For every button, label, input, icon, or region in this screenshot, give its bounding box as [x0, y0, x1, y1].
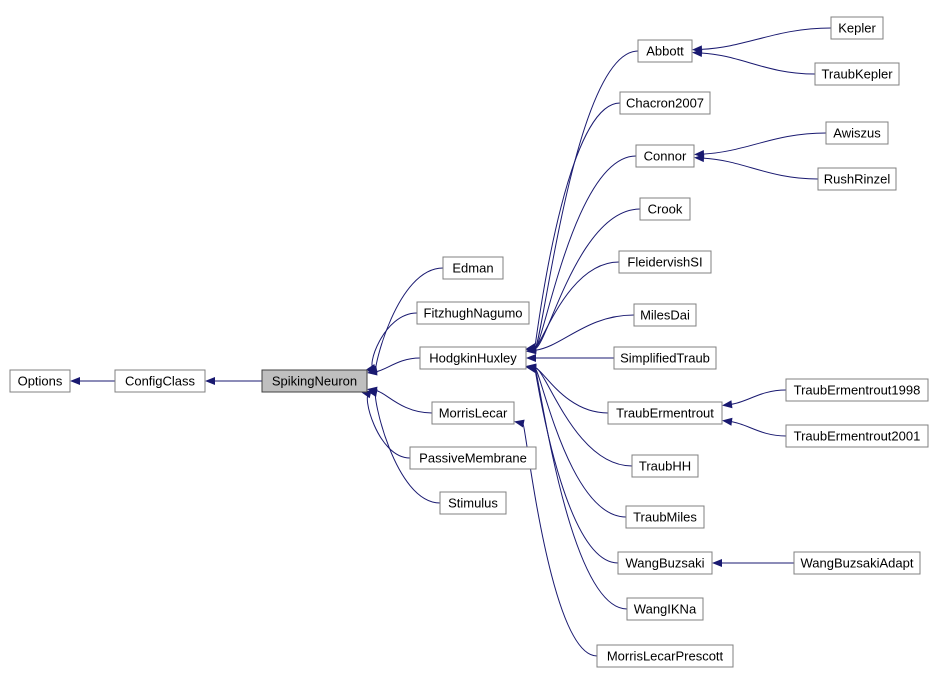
inheritance-edge: [367, 394, 410, 458]
node-label: Chacron2007: [626, 95, 704, 110]
inheritance-graph: Options ConfigClass SpikingNeuron Edman Fitz…: [0, 0, 936, 683]
inheritance-edge: [535, 369, 618, 563]
node-label: TraubErmentrout1998: [794, 382, 921, 397]
arrowhead: [205, 377, 215, 385]
node-label: Awiszus: [833, 125, 881, 140]
node-label: MorrisLecar: [439, 405, 508, 420]
node-label: ConfigClass: [125, 373, 196, 388]
node-morrislecar[interactable]: MorrisLecar: [432, 402, 514, 424]
node-kepler[interactable]: Kepler: [831, 17, 883, 39]
inheritance-edge: [376, 358, 420, 372]
node-label: Options: [18, 373, 63, 388]
node-label: FleidervishSI: [627, 254, 702, 269]
node-label: Abbott: [646, 43, 684, 58]
node-label: Kepler: [838, 20, 876, 35]
inheritance-edge: [535, 368, 626, 517]
node-label: RushRinzel: [824, 171, 891, 186]
inheritance-edge: [535, 262, 619, 348]
node-label: MilesDai: [640, 307, 690, 322]
node-chacron2007[interactable]: Chacron2007: [620, 92, 710, 114]
node-traubkepler[interactable]: TraubKepler: [815, 63, 899, 85]
inheritance-edge: [701, 28, 831, 49]
node-traubermentrout1998[interactable]: TraubErmentrout1998: [786, 379, 928, 401]
inheritance-edge: [376, 390, 432, 413]
node-wangbuzsakiadapt[interactable]: WangBuzsakiAdapt: [794, 552, 920, 574]
node-milesdai[interactable]: MilesDai: [634, 304, 696, 326]
node-label: Stimulus: [448, 495, 498, 510]
node-crook[interactable]: Crook: [640, 198, 690, 220]
arrowhead: [712, 559, 722, 567]
node-label: WangBuzsakiAdapt: [801, 555, 914, 570]
node-awiszus[interactable]: Awiszus: [826, 122, 888, 144]
nodes-layer: Options ConfigClass SpikingNeuron Edman Fitz…: [10, 17, 928, 667]
node-traubermentrout[interactable]: TraubErmentrout: [608, 402, 722, 424]
node-wangbuzsaki[interactable]: WangBuzsaki: [618, 552, 712, 574]
node-label: TraubHH: [639, 458, 691, 473]
inheritance-edge: [535, 368, 608, 413]
inheritance-edge: [703, 158, 818, 179]
node-label: PassiveMembrane: [419, 450, 527, 465]
node-label: WangIKNa: [634, 601, 697, 616]
node-label: Connor: [644, 148, 687, 163]
inheritance-edge: [535, 209, 640, 349]
node-wangikna[interactable]: WangIKNa: [627, 598, 703, 620]
node-label: Crook: [648, 201, 683, 216]
node-label: MorrisLecarPrescott: [607, 648, 724, 663]
node-traubmiles[interactable]: TraubMiles: [626, 506, 704, 528]
arrowhead: [514, 420, 525, 428]
node-abbott[interactable]: Abbott: [638, 40, 692, 62]
node-edman[interactable]: Edman: [443, 257, 503, 279]
arrowhead: [526, 354, 536, 362]
arrowhead: [722, 400, 732, 408]
node-label: TraubKepler: [821, 66, 893, 81]
node-configclass[interactable]: ConfigClass: [115, 370, 205, 392]
node-rushrinzel[interactable]: RushRinzel: [818, 168, 896, 190]
node-hodgkinhuxley[interactable]: HodgkinHuxley: [420, 347, 526, 369]
inheritance-edge: [731, 422, 786, 436]
node-traubermentrout2001[interactable]: TraubErmentrout2001: [786, 425, 928, 447]
node-simplifiedtraub[interactable]: SimplifiedTraub: [614, 347, 716, 369]
inheritance-edge: [703, 133, 826, 154]
node-fleidervishsi[interactable]: FleidervishSI: [619, 251, 711, 273]
node-label: SpikingNeuron: [272, 373, 357, 388]
node-label: WangBuzsaki: [626, 555, 705, 570]
node-label: HodgkinHuxley: [429, 350, 517, 365]
node-fitzhughnagumo[interactable]: FitzhughNagumo: [417, 302, 529, 324]
node-label: FitzhughNagumo: [424, 305, 523, 320]
arrowhead: [70, 377, 80, 385]
node-traubhh[interactable]: TraubHH: [632, 455, 698, 477]
node-spikingneuron[interactable]: SpikingNeuron: [262, 370, 367, 392]
node-morrislecarprescott[interactable]: MorrisLecarPrescott: [597, 645, 733, 667]
node-label: TraubErmentrout: [616, 405, 714, 420]
node-options[interactable]: Options: [10, 370, 70, 392]
inheritance-edge: [731, 390, 786, 404]
inheritance-edge: [372, 313, 417, 368]
node-label: SimplifiedTraub: [620, 350, 710, 365]
node-label: TraubErmentrout2001: [794, 428, 921, 443]
edges-layer: [70, 28, 831, 656]
node-label: Edman: [452, 260, 493, 275]
node-passivemembrane[interactable]: PassiveMembrane: [410, 447, 536, 469]
node-stimulus[interactable]: Stimulus: [440, 492, 506, 514]
node-label: TraubMiles: [633, 509, 697, 524]
node-connor[interactable]: Connor: [636, 145, 694, 167]
arrowhead: [722, 418, 732, 426]
inheritance-edge: [701, 53, 815, 74]
